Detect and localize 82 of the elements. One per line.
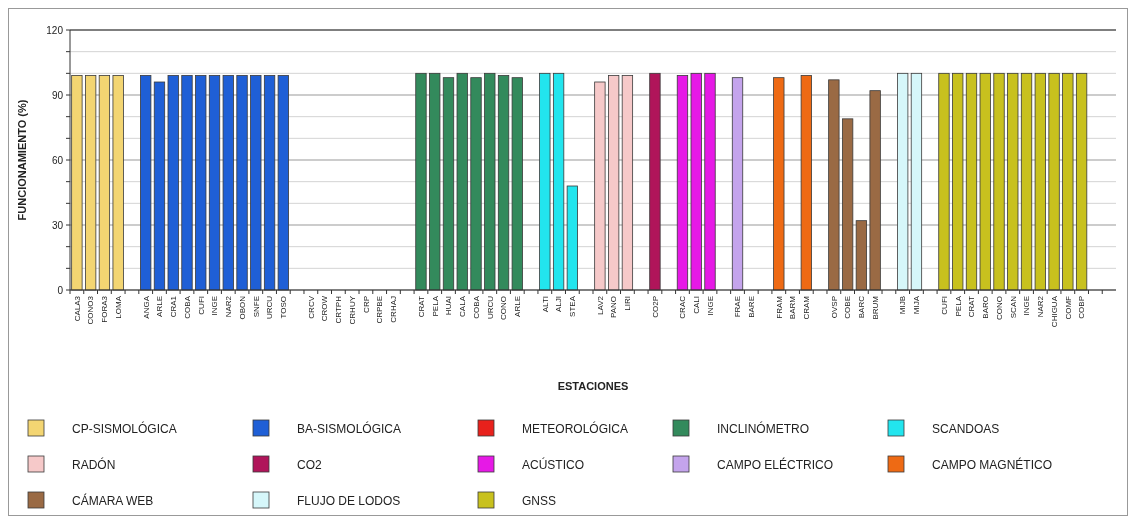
x-tick-label: CRCV bbox=[306, 295, 316, 319]
x-tick-label: CUFI bbox=[939, 296, 949, 315]
x-tick-label: CRAT bbox=[967, 295, 977, 318]
x-tick-label: CRAT bbox=[416, 295, 426, 318]
x-tick-label: LOMA bbox=[113, 295, 123, 319]
x-tick-label: BARM bbox=[788, 295, 798, 320]
x-tick-label: COBA bbox=[182, 295, 192, 319]
legend-label: CO2 bbox=[297, 458, 322, 472]
x-tick-label: FORA3 bbox=[100, 295, 110, 323]
legend-label: CAMPO ELÉCTRICO bbox=[717, 457, 834, 472]
x-tick-label: CRHUY bbox=[347, 295, 357, 325]
x-tick-label: CALA bbox=[458, 295, 468, 317]
y-tick-label: 0 bbox=[57, 284, 64, 296]
x-tick-label: CALI bbox=[692, 296, 702, 314]
x-tick-label: SCAN bbox=[1008, 295, 1018, 319]
legend-label: SCANDOAS bbox=[932, 422, 1000, 436]
x-tick-label: URCU bbox=[265, 295, 275, 320]
x-tick-label: CRTPH bbox=[334, 295, 344, 324]
x-tick-label: OVSP bbox=[829, 296, 839, 319]
x-tick-label: CROW bbox=[320, 295, 330, 322]
x-tick-label: LIRI bbox=[623, 296, 633, 311]
x-tick-label: CONO bbox=[499, 296, 509, 320]
x-tick-label: TOSO bbox=[279, 296, 289, 319]
legend-label: CÁMARA WEB bbox=[72, 493, 154, 508]
x-tick-label: BARE bbox=[747, 296, 757, 318]
x-tick-label: FRAM bbox=[774, 295, 784, 319]
x-tick-label: CONO bbox=[994, 296, 1004, 320]
x-tick-label: ARLE bbox=[155, 296, 165, 317]
x-tick-label: LAV2 bbox=[595, 295, 605, 315]
x-tick-label: PELA bbox=[953, 295, 963, 317]
x-tick-label: ARLE bbox=[513, 296, 523, 317]
x-tick-label: CRHAJ bbox=[389, 296, 399, 323]
x-tick-label: ANGA bbox=[141, 295, 151, 319]
x-tick-label: HUAI bbox=[444, 296, 454, 316]
x-tick-label: CRAC bbox=[678, 295, 688, 319]
x-tick-label: SNFE bbox=[251, 296, 261, 318]
x-tick-label: NAR2 bbox=[224, 295, 234, 318]
x-tick-label: FRAE bbox=[733, 296, 743, 318]
x-tick-label: COMF bbox=[1063, 295, 1073, 320]
legend-label: GNSS bbox=[522, 494, 557, 508]
x-tick-label: NAR2 bbox=[1036, 295, 1046, 318]
x-tick-label: COBE bbox=[843, 296, 853, 319]
x-tick-label: URCU bbox=[485, 295, 495, 320]
x-tick-label: PANO bbox=[609, 296, 619, 319]
legend-label: CP-SISMOLÓGICA bbox=[72, 421, 177, 436]
y-axis-title: FUNCIONAMIENTO (%) bbox=[16, 99, 28, 221]
y-tick-label: 90 bbox=[51, 89, 64, 101]
x-tick-label: CONO3 bbox=[86, 295, 96, 325]
x-tick-label: ALTI bbox=[540, 296, 550, 313]
legend-label: BA-SISMOLÓGICA bbox=[297, 421, 402, 436]
x-tick-label: CRP bbox=[361, 296, 371, 313]
x-tick-label: PELA bbox=[430, 295, 440, 317]
legend-label: INCLINÓMETRO bbox=[717, 421, 810, 436]
x-tick-label: CO2P bbox=[650, 296, 660, 318]
x-tick-label: INGE bbox=[210, 296, 220, 316]
y-tick-label: 120 bbox=[46, 24, 64, 36]
x-tick-label: OBON bbox=[237, 295, 247, 320]
x-tick-label: COBP bbox=[1077, 296, 1087, 319]
x-tick-label: STEA bbox=[568, 295, 578, 317]
x-tick-label: BARC bbox=[857, 295, 867, 319]
x-tick-label: BARO bbox=[981, 296, 991, 319]
x-tick-label: CRAM bbox=[802, 295, 812, 320]
x-tick-label: COBA bbox=[471, 295, 481, 319]
x-tick-label: ALJI bbox=[554, 296, 564, 313]
x-tick-label: INGE bbox=[1022, 296, 1032, 316]
x-tick-label: MIJB bbox=[898, 296, 908, 315]
y-tick-label: 30 bbox=[51, 219, 64, 231]
legend-label: METEOROLÓGICA bbox=[522, 421, 629, 436]
y-tick-label: 60 bbox=[51, 154, 64, 166]
legend-label: CAMPO MAGNÉTICO bbox=[932, 457, 1053, 472]
legend-label: FLUJO DE LODOS bbox=[297, 494, 401, 508]
x-tick-label: INGE bbox=[705, 296, 715, 316]
x-tick-label: CALA3 bbox=[72, 295, 82, 322]
x-tick-label: BRUM bbox=[870, 295, 880, 320]
legend-label: RADÓN bbox=[72, 457, 116, 472]
x-tick-label: CHIGUA bbox=[1049, 295, 1059, 328]
x-tick-label: CUFI bbox=[196, 296, 206, 315]
x-tick-label: CRA1 bbox=[169, 295, 179, 318]
x-tick-label: MIJA bbox=[912, 295, 922, 315]
legend-label: ACÚSTICO bbox=[522, 457, 585, 472]
x-tick-label: CRPBE bbox=[375, 296, 385, 324]
x-axis-title: ESTACIONES bbox=[557, 380, 629, 392]
